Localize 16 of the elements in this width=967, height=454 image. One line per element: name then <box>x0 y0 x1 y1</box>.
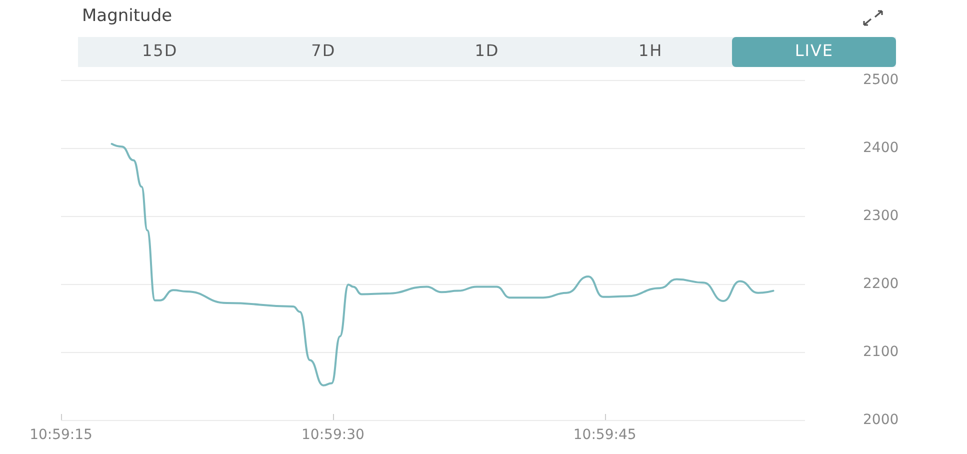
text: 15D <box>140 40 179 62</box>
text: 1H <box>637 40 664 62</box>
y-tick-label: 2400 <box>863 140 899 156</box>
y-tick-label: 2500 <box>863 72 899 88</box>
y-tick-label: 2000 <box>863 412 899 428</box>
y-tick-label: 2300 <box>863 208 899 224</box>
line-series <box>110 142 774 386</box>
text: 7D <box>310 40 337 62</box>
y-tick-label: 2200 <box>863 276 899 292</box>
y-tick-label: 2100 <box>863 344 899 360</box>
x-tick-label: 10:59:15 <box>30 427 92 443</box>
x-tick-label: 10:59:45 <box>573 427 636 443</box>
text: LIVE <box>732 37 896 67</box>
chart-title: Magnitude <box>82 6 172 26</box>
text: 1D <box>474 40 500 62</box>
x-tick-label: 10:59:30 <box>302 427 364 443</box>
